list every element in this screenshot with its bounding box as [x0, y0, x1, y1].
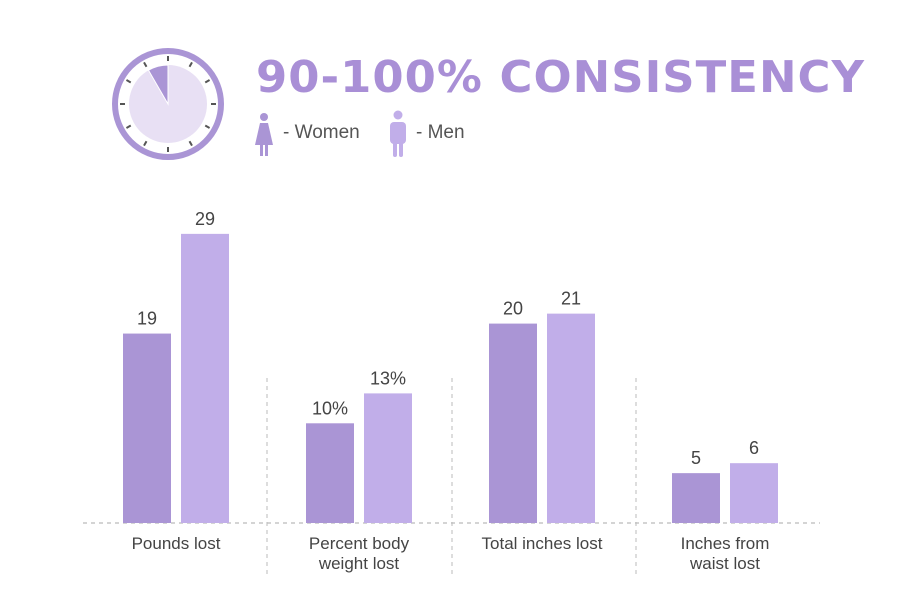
bar-women: [489, 323, 537, 523]
data-label: 5: [691, 448, 701, 468]
category-label: Percent body: [309, 534, 410, 553]
man-icon: [390, 110, 406, 157]
data-label: 21: [561, 289, 581, 309]
category-label: Pounds lost: [132, 534, 221, 553]
data-label: 19: [137, 309, 157, 329]
woman-icon: [255, 113, 273, 156]
data-label: 29: [195, 209, 215, 229]
legend-women: - Women: [283, 122, 360, 143]
data-label: 13%: [370, 368, 406, 388]
page-title: 90-100% CONSISTENCY: [256, 52, 866, 103]
data-label: 6: [749, 438, 759, 458]
bar-men: [730, 463, 778, 523]
bar-men: [364, 393, 412, 523]
data-label: 20: [503, 299, 523, 319]
category-label: Total inches lost: [482, 534, 603, 553]
category-label: weight lost: [318, 554, 400, 573]
legend-men: - Men: [416, 122, 465, 143]
bar-men: [181, 233, 229, 523]
bar-women: [123, 333, 171, 523]
bar-women: [306, 423, 354, 523]
bar-men: [547, 313, 595, 523]
data-label: 10%: [312, 398, 348, 418]
category-label: waist lost: [689, 554, 760, 573]
bar-women: [672, 473, 720, 523]
category-label: Inches from: [681, 534, 770, 553]
